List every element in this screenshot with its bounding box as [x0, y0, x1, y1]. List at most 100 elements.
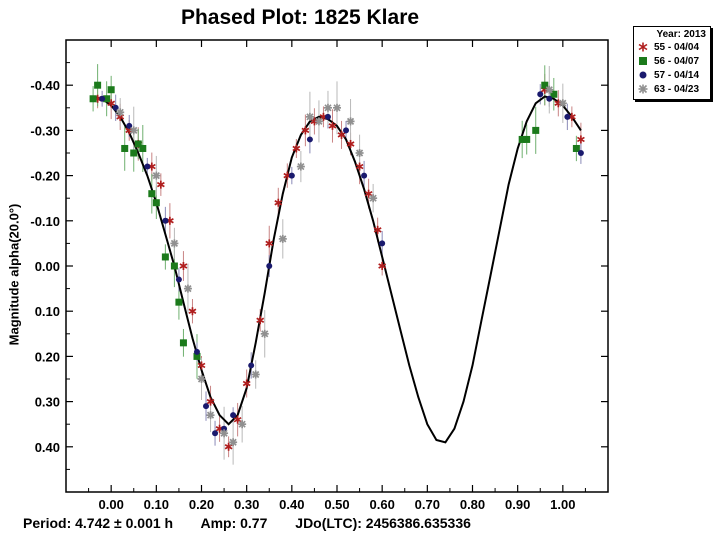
- data-point-star: [558, 99, 567, 108]
- legend-item-56: 56 - 04/07: [634, 55, 710, 69]
- x-tick-label: 0.10: [144, 497, 169, 512]
- data-point-square: [139, 144, 147, 152]
- data-point-star: [229, 438, 238, 447]
- data-point-star: [323, 103, 332, 112]
- y-tick-label: 0.40: [35, 440, 60, 455]
- data-point-square: [103, 95, 111, 103]
- data-point-square: [152, 199, 160, 207]
- y-tick-label: 0.30: [35, 395, 60, 410]
- data-point-asterisk: [265, 239, 274, 248]
- y-tick-label: -0.20: [30, 169, 60, 184]
- x-tick-label: 0.90: [505, 497, 530, 512]
- data-point-square: [518, 135, 526, 143]
- chart-title: Phased Plot: 1825 Klare: [180, 6, 420, 29]
- axis-ticks: 0.00 0.10 0.20 0.30 0.40 0.50 0.60 0.70 0.80 0.90…: [30, 40, 608, 512]
- data-point-circle: [99, 95, 106, 102]
- data-point-star: [251, 370, 260, 379]
- x-tick-label: 0.70: [415, 497, 440, 512]
- data-point-star: [116, 108, 125, 117]
- data-point-asterisk: [242, 379, 251, 388]
- data-point-circle: [288, 172, 295, 179]
- data-points: [89, 81, 585, 451]
- data-point-circle: [162, 217, 169, 224]
- x-tick-label: 0.50: [324, 497, 349, 512]
- data-point-square: [130, 149, 138, 157]
- legend-label-55: 55 - 04/04: [654, 42, 700, 53]
- data-point-circle: [203, 403, 210, 410]
- error-bars: [92, 64, 582, 465]
- data-point-asterisk: [328, 121, 337, 130]
- footer-info: Period: 4.742 ± 0.001 h Amp: 0.77 JDo(LT…: [23, 515, 495, 531]
- data-point-circle: [343, 127, 350, 134]
- data-point-asterisk: [301, 126, 310, 135]
- y-tick-label: 0.00: [35, 259, 60, 274]
- data-point-asterisk: [206, 397, 215, 406]
- legend-item-57: 57 - 04/14: [634, 69, 710, 83]
- data-point-circle: [546, 95, 553, 102]
- circle-marker-icon: [639, 71, 647, 79]
- data-point-circle: [212, 430, 219, 437]
- data-point-square: [550, 90, 558, 98]
- legend-label-63: 63 - 04/23: [654, 84, 700, 95]
- legend-label-56: 56 - 04/07: [654, 56, 700, 67]
- data-point-circle: [193, 348, 200, 355]
- star-marker-icon: [638, 84, 648, 94]
- x-tick-label: 0.60: [370, 497, 395, 512]
- x-tick-label: 0.40: [279, 497, 304, 512]
- data-point-asterisk: [188, 307, 197, 316]
- data-point-asterisk: [337, 130, 346, 139]
- y-tick-label: 0.20: [35, 349, 60, 364]
- data-point-asterisk: [256, 316, 265, 325]
- data-point-asterisk: [576, 135, 585, 144]
- data-point-star: [206, 411, 215, 420]
- y-tick-label: -0.30: [30, 123, 60, 138]
- data-point-asterisk: [179, 262, 188, 270]
- x-tick-label: 0.30: [234, 497, 259, 512]
- x-tick-label: 0.20: [189, 497, 214, 512]
- data-point-asterisk: [274, 198, 283, 207]
- data-point-star: [183, 284, 192, 293]
- x-tick-label: 1.00: [550, 497, 575, 512]
- data-point-star: [545, 85, 554, 94]
- y-tick-label: -0.10: [30, 214, 60, 229]
- data-point-square: [532, 126, 540, 134]
- data-point-circle: [379, 240, 386, 247]
- data-point-square: [121, 144, 129, 152]
- x-tick-label: 0.80: [460, 497, 485, 512]
- data-point-circle: [230, 412, 237, 419]
- y-tick-label: 0.10: [35, 304, 60, 319]
- data-point-square: [572, 144, 580, 152]
- data-point-square: [170, 262, 178, 270]
- data-point-star: [346, 117, 355, 126]
- data-point-square: [541, 81, 549, 89]
- data-point-asterisk: [373, 225, 382, 234]
- data-point-asterisk: [292, 144, 301, 153]
- data-point-circle: [577, 150, 584, 156]
- data-point-square: [148, 190, 156, 198]
- legend-label-57: 57 - 04/14: [654, 70, 700, 81]
- fit-curve: [92, 95, 582, 444]
- data-point-star: [170, 239, 179, 248]
- data-point-circle: [112, 104, 119, 111]
- data-point-circle: [221, 425, 228, 432]
- data-point-asterisk: [197, 361, 206, 370]
- data-point-circle: [537, 91, 544, 98]
- asterisk-marker-icon: [638, 42, 648, 52]
- data-point-star: [333, 103, 341, 112]
- data-point-asterisk: [378, 262, 387, 270]
- data-point-circle: [144, 163, 151, 170]
- data-point-circle: [175, 276, 182, 283]
- square-marker-icon: [639, 57, 647, 66]
- data-point-circle: [266, 263, 273, 269]
- data-point-square: [94, 81, 102, 89]
- data-point-square: [179, 339, 187, 347]
- data-point-circle: [126, 122, 133, 129]
- legend-item-55: 55 - 04/04: [634, 41, 710, 55]
- x-tick-label: 0.00: [99, 497, 124, 512]
- data-point-asterisk: [355, 162, 364, 171]
- data-point-circle: [306, 136, 313, 143]
- data-point-star: [278, 234, 287, 243]
- data-point-star: [369, 194, 378, 203]
- data-point-star: [129, 126, 138, 135]
